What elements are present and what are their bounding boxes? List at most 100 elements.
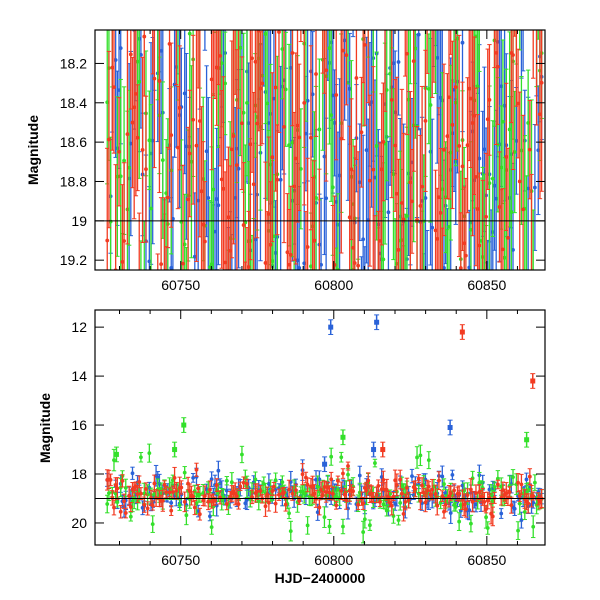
bottom-point bbox=[224, 488, 229, 493]
top-point bbox=[304, 10, 308, 14]
top-point bbox=[149, 206, 153, 211]
bottom-point bbox=[531, 500, 536, 505]
top-point bbox=[405, 51, 409, 56]
top-point bbox=[472, 113, 477, 118]
bottom-point bbox=[453, 504, 458, 509]
top-point bbox=[128, 141, 133, 146]
top-point bbox=[198, 0, 202, 4]
top-point bbox=[357, 180, 362, 185]
bottom-point bbox=[519, 482, 524, 487]
bottom-point bbox=[118, 509, 123, 514]
top-point bbox=[330, 93, 335, 98]
top-point bbox=[302, 261, 307, 266]
bottom-point bbox=[214, 483, 219, 488]
top-point bbox=[142, 34, 147, 39]
bottom-point bbox=[164, 490, 169, 495]
bottom-point bbox=[160, 498, 165, 503]
top-ticks: 60750 60800 60850 18.2 18.4 18.6 18.8 19 19.2 bbox=[60, 30, 545, 293]
top-point bbox=[113, 58, 118, 62]
top-point bbox=[147, 259, 152, 264]
bottom-point bbox=[413, 486, 418, 491]
bottom-point bbox=[362, 517, 367, 522]
top-point bbox=[152, 76, 157, 81]
bottom-point bbox=[169, 501, 174, 505]
bottom-point bbox=[403, 500, 408, 504]
top-point bbox=[164, 304, 168, 308]
top-point bbox=[423, 118, 428, 123]
bottom-axes-frame bbox=[94, 309, 546, 546]
top-point bbox=[262, 23, 266, 27]
top-point bbox=[270, 155, 275, 160]
bottom-point bbox=[197, 492, 202, 497]
top-point bbox=[105, 238, 110, 243]
bottom-point bbox=[440, 494, 445, 498]
top-point bbox=[139, 342, 143, 346]
bottom-point bbox=[367, 523, 372, 528]
top-point bbox=[327, 46, 332, 50]
top-point bbox=[379, 167, 384, 172]
top-point bbox=[501, 247, 505, 252]
bottom-point bbox=[428, 492, 433, 497]
top-point bbox=[511, 53, 515, 57]
top-point bbox=[124, 362, 128, 366]
bottom-point bbox=[467, 508, 472, 512]
top-point bbox=[432, 18, 436, 22]
top-point bbox=[438, 211, 443, 215]
top-point bbox=[171, 216, 175, 221]
top-point bbox=[252, 305, 256, 309]
bottom-point bbox=[277, 492, 281, 497]
top-point bbox=[272, 96, 276, 101]
top-point bbox=[298, 166, 303, 171]
top-point bbox=[112, 85, 116, 90]
top-point bbox=[329, 357, 333, 361]
bottom-point bbox=[531, 494, 536, 498]
bottom-point bbox=[399, 483, 404, 488]
bottom-point bbox=[167, 490, 172, 495]
top-point bbox=[218, 23, 222, 27]
top-point bbox=[465, 143, 470, 148]
bottom-point bbox=[241, 480, 246, 485]
top-point bbox=[295, 258, 300, 263]
top-point bbox=[469, 227, 473, 232]
top-point bbox=[283, 87, 288, 92]
top-point bbox=[253, 59, 258, 64]
top-point bbox=[132, 105, 137, 110]
top-point bbox=[198, 8, 202, 12]
bottom-panel: 60750 60800 60850 12 14 16 18 20 Magnitude HJD−… bbox=[37, 309, 546, 586]
bottom-point bbox=[201, 498, 206, 503]
bottom-point bbox=[258, 488, 263, 493]
bottom-point bbox=[240, 452, 244, 457]
top-point bbox=[530, 281, 534, 285]
top-point bbox=[423, 196, 428, 200]
bottom-highlight-point bbox=[328, 324, 334, 330]
bottom-point bbox=[492, 495, 497, 500]
top-point bbox=[293, 156, 298, 161]
top-point bbox=[521, 207, 526, 212]
top-point bbox=[462, 280, 466, 284]
top-point bbox=[501, 119, 505, 124]
top-point bbox=[228, 248, 233, 253]
top-point bbox=[241, 110, 246, 115]
top-point bbox=[163, 299, 167, 303]
top-point bbox=[410, 199, 414, 204]
bottom-point bbox=[480, 495, 485, 499]
top-point bbox=[226, 215, 231, 220]
top-point bbox=[391, 172, 396, 177]
top-point bbox=[156, 314, 160, 318]
bottom-point bbox=[489, 511, 494, 516]
top-point bbox=[527, 147, 532, 152]
top-point bbox=[477, 156, 482, 161]
bottom-point bbox=[440, 474, 445, 479]
top-point bbox=[140, 148, 145, 152]
top-point bbox=[337, 173, 342, 178]
top-point bbox=[257, 24, 261, 28]
top-point bbox=[359, 130, 364, 135]
bottom-point bbox=[423, 500, 428, 505]
bottom-point bbox=[391, 494, 396, 499]
bottom-point bbox=[388, 501, 393, 505]
top-point bbox=[324, 196, 329, 201]
top-point bbox=[282, 124, 286, 129]
top-point bbox=[130, 120, 135, 125]
top-point bbox=[151, 22, 155, 26]
top-point bbox=[263, 261, 268, 265]
